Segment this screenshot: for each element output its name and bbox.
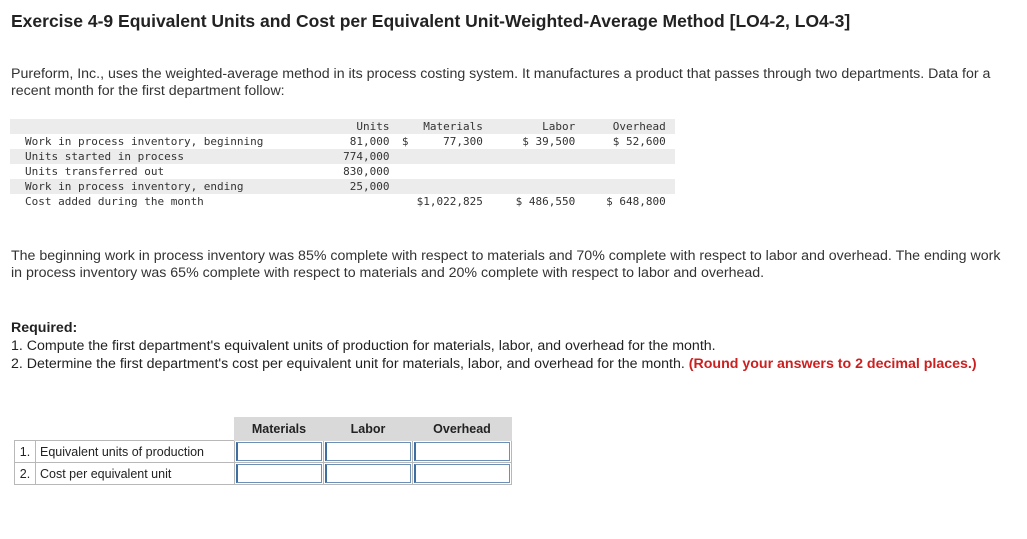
required-section: Required: 1. Compute the first departmen… [11,319,1011,373]
cost-per-unit-labor-input[interactable] [325,464,411,483]
row-dollar-sign: $ [401,135,409,148]
equivalent-units-materials-input[interactable] [236,442,322,461]
cost-per-unit-overhead-input[interactable] [414,464,510,483]
row-overhead: $ 648,800 [606,195,666,208]
rounding-note: (Round your answers to 2 decimal places.… [688,356,977,372]
data-row-wip-ending: Work in process inventory, ending 25,000 [10,179,675,194]
answer-row-number: 1. [14,440,36,463]
answer-row-label: Equivalent units of production [35,440,235,463]
row-label: Work in process inventory, ending [10,179,314,194]
row-label: Cost added during the month [25,195,204,208]
answer-header-labor: Labor [323,417,413,441]
answer-row-equivalent-units: 1. Equivalent units of production [14,440,512,463]
required-heading: Required: [11,320,78,336]
required-item-2: 2. Determine the first department's cost… [11,356,685,372]
row-materials: $1,022,825 [416,195,483,208]
row-materials: 77,300 [443,135,483,148]
answer-row-cost-per-unit: 2. Cost per equivalent unit [14,462,512,485]
cost-per-unit-materials-input[interactable] [236,464,322,483]
equivalent-units-overhead-input[interactable] [414,442,510,461]
exercise-title: Exercise 4-9 Equivalent Units and Cost p… [11,11,851,31]
intro-paragraph: Pureform, Inc., uses the weighted-averag… [11,66,991,99]
data-header-label [10,119,314,134]
header-overhead: Overhead [575,119,666,134]
header-units: Units [313,119,390,134]
data-row-wip-beginning: Work in process inventory, beginning 81,… [10,134,675,149]
equivalent-units-labor-input[interactable] [325,442,411,461]
answer-header-overhead: Overhead [412,417,512,441]
required-item-2-wrap: 2. Determine the first department's cost… [11,355,1011,373]
row-labor: $ 39,500 [522,135,576,148]
data-header-row: Units Materials Labor Overhead [10,119,675,134]
answer-header-row: Materials Labor Overhead [14,417,512,441]
row-units: 25,000 [313,179,390,194]
header-materials: Materials [408,119,483,134]
row-overhead: $ 52,600 [612,135,666,148]
required-item-1: 1. Compute the first department's equiva… [11,338,716,354]
data-row-units-started: Units started in process 774,000 [10,149,675,164]
row-units: 830,000 [343,165,390,178]
row-label: Units transferred out [25,165,165,178]
completion-paragraph: The beginning work in process inventory … [11,248,1001,281]
cost-data-table: Units Materials Labor Overhead Work in p… [10,119,675,209]
row-units: 81,000 [349,135,390,148]
data-row-units-transferred: Units transferred out 830,000 [10,164,675,179]
answer-table: Materials Labor Overhead 1. Equivalent u… [14,417,512,485]
row-units: 774,000 [313,149,390,164]
header-labor: Labor [482,119,576,134]
answer-row-number: 2. [14,462,36,485]
row-label: Units started in process [10,149,314,164]
data-row-cost-added: Cost added during the month $1,022,825 $… [10,194,675,209]
row-labor: $ 486,550 [515,195,576,208]
row-label: Work in process inventory, beginning [25,135,264,148]
answer-header-materials: Materials [234,417,324,441]
answer-row-label: Cost per equivalent unit [35,462,235,485]
